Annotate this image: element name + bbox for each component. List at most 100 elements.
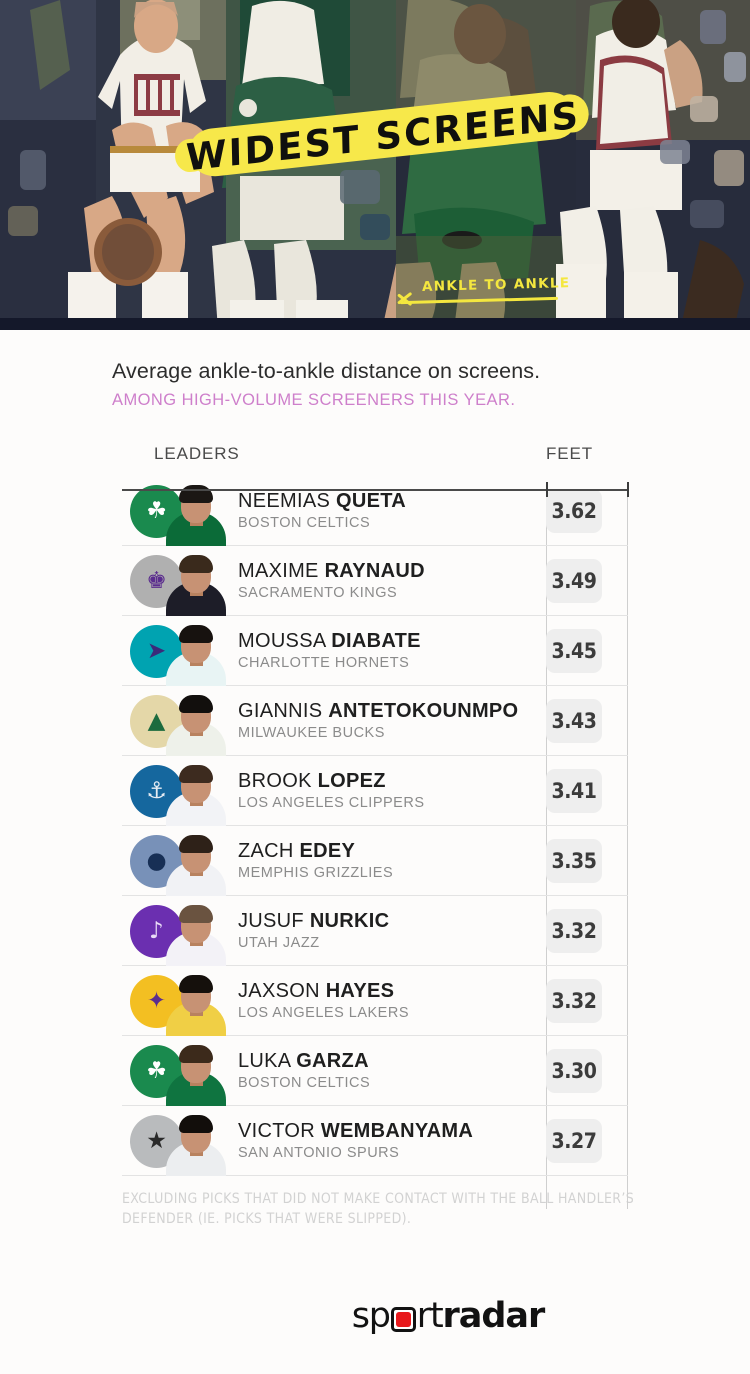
table-row[interactable]: ⚓ BROOK LOPEZ LOS ANGELES CLIPPERS 3.41 — [122, 756, 628, 826]
column-header-feet: FEET — [546, 444, 594, 463]
value-cell: 3.62 — [520, 476, 628, 546]
column-header-leaders: LEADERS — [154, 444, 240, 463]
player-name-cell: JAXSON HAYES LOS ANGELES LAKERS — [234, 980, 520, 1020]
value-cell: 3.45 — [520, 616, 628, 686]
value-cell: 3.35 — [520, 826, 628, 896]
player-headshot — [160, 968, 232, 1036]
player-first-name: MAXIME — [238, 560, 325, 583]
value-badge: 3.45 — [546, 628, 602, 673]
headline: Average ankle-to-ankle distance on scree… — [112, 359, 541, 383]
player-name: JUSUF NURKIC — [238, 910, 520, 932]
value-badge: 3.35 — [546, 838, 602, 883]
table-body: ☘ NEEMIAS QUETA BOSTON CELTICS 3.62 ♚ MAXIME … — [0, 476, 750, 1176]
player-first-name: JAXSON — [238, 980, 326, 1003]
player-last-name: EDEY — [299, 840, 356, 863]
player-avatar-cell: ★ — [122, 1106, 234, 1176]
player-avatar-cell: ⚓ — [122, 756, 234, 826]
logo-dot-icon — [390, 1306, 416, 1332]
player-first-name: JUSUF — [238, 910, 310, 933]
subheadline: AMONG HIGH-VOLUME SCREENERS THIS YEAR. — [112, 391, 516, 409]
table-row[interactable]: ♪ JUSUF NURKIC UTAH JAZZ 3.32 — [122, 896, 628, 966]
player-avatar-cell: ♪ — [122, 896, 234, 966]
logo-part-rt: rt — [416, 1296, 444, 1336]
player-headshot — [160, 1038, 232, 1106]
player-last-name: RAYNAUD — [324, 560, 425, 583]
value-cell: 3.43 — [520, 686, 628, 756]
player-avatar-cell: ▲ — [122, 686, 234, 756]
value-badge: 3.27 — [546, 1118, 602, 1163]
value-cell: 3.49 — [520, 546, 628, 616]
player-name: NEEMIAS QUETA — [238, 490, 520, 512]
table-row[interactable]: ● ZACH EDEY MEMPHIS GRIZZLIES 3.35 — [122, 826, 628, 896]
team-logo-icon: ☘ — [130, 1044, 183, 1098]
player-first-name: VICTOR — [238, 1120, 321, 1143]
player-team: SAN ANTONIO SPURS — [238, 1144, 400, 1161]
player-name-cell: MAXIME RAYNAUD SACRAMENTO KINGS — [234, 560, 520, 600]
player-name-cell: ZACH EDEY MEMPHIS GRIZZLIES — [234, 840, 520, 880]
sportradar-logo: sp rt radar — [352, 1296, 546, 1336]
player-team: LOS ANGELES CLIPPERS — [238, 794, 425, 811]
player-name-cell: GIANNIS ANTETOKOUNMPO MILWAUKEE BUCKS — [234, 700, 520, 740]
table-row[interactable]: ♚ MAXIME RAYNAUD SACRAMENTO KINGS 3.49 — [122, 546, 628, 616]
player-headshot — [160, 548, 232, 616]
table-row[interactable]: ★ VICTOR WEMBANYAMA SAN ANTONIO SPURS 3.27 — [122, 1106, 628, 1176]
annotation-arrow-line — [399, 296, 559, 305]
player-team: BOSTON CELTICS — [238, 514, 371, 531]
player-first-name: ZACH — [238, 840, 300, 863]
team-logo-icon: ● — [130, 834, 183, 888]
player-avatar-cell: ✦ — [122, 966, 234, 1036]
player-last-name: QUETA — [335, 490, 406, 513]
player-first-name: LUKA — [238, 1050, 297, 1073]
player-team: BOSTON CELTICS — [238, 1074, 371, 1091]
player-last-name: NURKIC — [309, 910, 390, 933]
player-name: BROOK LOPEZ — [238, 770, 520, 792]
table-row[interactable]: ☘ LUKA GARZA BOSTON CELTICS 3.30 — [122, 1036, 628, 1106]
value-badge: 3.30 — [546, 1048, 602, 1093]
table-row[interactable]: ➤ MOUSSA DIABATE CHARLOTTE HORNETS 3.45 — [122, 616, 628, 686]
player-avatar-cell: ● — [122, 826, 234, 896]
player-last-name: HAYES — [325, 980, 395, 1003]
player-name-cell: MOUSSA DIABATE CHARLOTTE HORNETS — [234, 630, 520, 670]
table-row[interactable]: ✦ JAXSON HAYES LOS ANGELES LAKERS 3.32 — [122, 966, 628, 1036]
player-avatar-cell: ➤ — [122, 616, 234, 686]
hero-banner: 3 — [0, 0, 750, 330]
table-row[interactable]: ▲ GIANNIS ANTETOKOUNMPO MILWAUKEE BUCKS 3.4… — [122, 686, 628, 756]
value-badge: 3.43 — [546, 698, 602, 743]
player-last-name: ANTETOKOUNMPO — [328, 700, 519, 723]
player-name: MAXIME RAYNAUD — [238, 560, 520, 582]
footnote: EXCLUDING PICKS THAT DID NOT MAKE CONTAC… — [122, 1191, 635, 1227]
player-team: UTAH JAZZ — [238, 934, 320, 951]
table-row[interactable]: ☘ NEEMIAS QUETA BOSTON CELTICS 3.62 — [122, 476, 628, 546]
player-name-cell: NEEMIAS QUETA BOSTON CELTICS — [234, 490, 520, 530]
player-headshot — [160, 1108, 232, 1176]
value-cell: 3.41 — [520, 756, 628, 826]
player-name: ZACH EDEY — [238, 840, 520, 862]
player-headshot — [160, 898, 232, 966]
content-area: Average ankle-to-ankle distance on scree… — [0, 359, 750, 1230]
player-first-name: BROOK — [238, 770, 318, 793]
ankle-to-ankle-annotation: ANKLE TO ANKLE — [386, 275, 571, 319]
player-last-name: WEMBANYAMA — [320, 1120, 474, 1143]
logo-part-radar: radar — [442, 1296, 545, 1336]
team-logo-icon: ☘ — [130, 484, 183, 538]
value-badge: 3.32 — [546, 908, 602, 953]
player-team: SACRAMENTO KINGS — [238, 584, 398, 601]
player-name-cell: BROOK LOPEZ LOS ANGELES CLIPPERS — [234, 770, 520, 810]
annotation-label: ANKLE TO ANKLE — [421, 275, 571, 295]
player-name: MOUSSA DIABATE — [238, 630, 520, 652]
player-name-cell: VICTOR WEMBANYAMA SAN ANTONIO SPURS — [234, 1120, 520, 1160]
player-name: VICTOR WEMBANYAMA — [238, 1120, 520, 1142]
tick-right — [627, 482, 629, 497]
value-cell: 3.32 — [520, 896, 628, 966]
value-badge: 3.49 — [546, 558, 602, 603]
grid-line-right — [627, 491, 628, 1209]
player-first-name: MOUSSA — [238, 630, 332, 653]
player-headshot — [160, 478, 232, 546]
player-team: LOS ANGELES LAKERS — [238, 1004, 409, 1021]
player-team: MEMPHIS GRIZZLIES — [238, 864, 394, 881]
player-avatar-cell: ♚ — [122, 546, 234, 616]
player-headshot — [160, 688, 232, 756]
table-header: LEADERS FEET — [122, 444, 628, 476]
tick-left — [546, 482, 548, 497]
player-headshot — [160, 828, 232, 896]
